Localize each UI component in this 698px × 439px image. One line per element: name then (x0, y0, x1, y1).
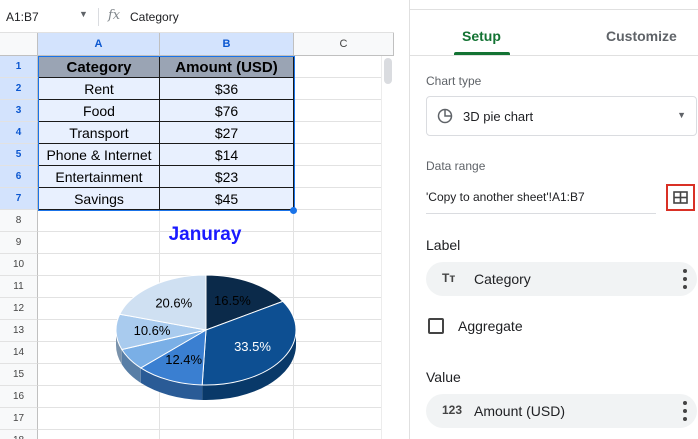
pie-slice[interactable] (205, 274, 284, 331)
amount-cell[interactable]: $27 (160, 122, 294, 144)
row-header[interactable]: 4 (0, 122, 38, 144)
row-header[interactable]: 9 (0, 232, 38, 254)
category-cell[interactable]: Food (38, 100, 160, 122)
pie-slice-side (116, 330, 122, 365)
grid-line (38, 231, 394, 232)
row-header[interactable]: 5 (0, 144, 38, 166)
category-cell[interactable]: Entertainment (38, 166, 160, 188)
pie-data-label: 12.4% (165, 352, 202, 367)
pie-slice-side (202, 330, 296, 400)
spreadsheet-area: A1:B7 ▼ fx Category A B C 1 2 3 4 5 6 7 8 9 10 11 1… (0, 0, 394, 439)
amount-cell[interactable]: $45 (160, 188, 294, 210)
column-header-c[interactable]: C (294, 33, 394, 56)
more-vert-icon[interactable] (683, 269, 687, 289)
pie-slice-side (121, 349, 141, 383)
tab-customize[interactable]: Customize (606, 28, 677, 44)
label-chip-text: Category (474, 271, 531, 287)
scrollbar-thumb[interactable] (384, 58, 392, 84)
active-tab-indicator (454, 52, 510, 55)
row-header[interactable]: 6 (0, 166, 38, 188)
grid-line (159, 56, 160, 439)
chart-type-select[interactable]: 3D pie chart ▼ (426, 96, 697, 136)
pie-data-label: 33.5% (234, 339, 271, 354)
chevron-down-icon: ▼ (677, 110, 686, 120)
grid-line (38, 407, 394, 408)
fx-icon: fx (108, 8, 121, 23)
pie-slice[interactable] (139, 329, 207, 386)
grid-icon (673, 191, 688, 204)
column-header-a[interactable]: A (38, 33, 160, 56)
data-range-label: Data range (426, 159, 486, 173)
amount-cell[interactable]: $23 (160, 166, 294, 188)
value-section-title: Value (426, 369, 461, 385)
row-header[interactable]: 12 (0, 298, 38, 320)
row-header[interactable]: 8 (0, 210, 38, 232)
select-all-corner[interactable] (0, 33, 38, 56)
grid-line (293, 56, 294, 439)
chart-type-label: Chart type (426, 74, 482, 88)
row-header[interactable]: 2 (0, 78, 38, 100)
pie-data-label: 20.6% (155, 296, 192, 311)
column-header-b[interactable]: B (160, 33, 294, 56)
text-format-icon: Tт (442, 271, 456, 285)
formula-bar: A1:B7 ▼ fx Category (0, 0, 394, 33)
row-header[interactable]: 11 (0, 276, 38, 298)
chart-type-value: 3D pie chart (463, 109, 534, 124)
value-chip-text: Amount (USD) (474, 403, 566, 419)
more-vert-icon[interactable] (683, 401, 687, 421)
pie-slice[interactable] (119, 274, 207, 331)
pie-data-label: 16.5% (214, 293, 251, 308)
formula-bar-divider (98, 8, 99, 26)
header-cell-amount[interactable]: Amount (USD) (160, 56, 294, 78)
data-range-underline (426, 213, 656, 214)
row-header[interactable]: 7 (0, 188, 38, 210)
label-chip[interactable]: Tт Category (426, 262, 697, 296)
name-box-dropdown-icon[interactable]: ▼ (79, 9, 88, 19)
label-section-title: Label (426, 237, 461, 253)
formula-input[interactable]: Category (130, 10, 179, 24)
category-cell[interactable]: Savings (38, 188, 160, 210)
pie-data-label: 10.6% (134, 323, 171, 338)
row-header[interactable]: 18 (0, 430, 38, 439)
row-header[interactable]: 3 (0, 100, 38, 122)
tab-setup[interactable]: Setup (462, 28, 501, 44)
row-header[interactable]: 16 (0, 386, 38, 408)
value-chip[interactable]: 123 Amount (USD) (426, 394, 697, 428)
pie-slice[interactable] (201, 300, 297, 386)
row-header[interactable]: 14 (0, 342, 38, 364)
header-cell-category[interactable]: Category (38, 56, 160, 78)
grid-line (38, 429, 394, 430)
chart-title: Januray (168, 224, 242, 245)
aggregate-checkbox[interactable] (428, 318, 444, 334)
pie-chart[interactable]: 16.5% 33.5% 12.4% 10.6% 20.6% (100, 262, 300, 422)
row-header[interactable]: 13 (0, 320, 38, 342)
category-cell[interactable]: Rent (38, 78, 160, 100)
row-header[interactable]: 10 (0, 254, 38, 276)
selection-fill-handle[interactable] (290, 207, 297, 214)
number-format-icon: 123 (442, 403, 463, 417)
amount-cell[interactable]: $36 (160, 78, 294, 100)
row-header[interactable]: 15 (0, 364, 38, 386)
tabs-divider (410, 55, 698, 56)
row-header[interactable]: 1 (0, 56, 38, 78)
row-header[interactable]: 17 (0, 408, 38, 430)
amount-cell[interactable]: $76 (160, 100, 294, 122)
panel-header (410, 0, 698, 10)
chart-editor-panel: Setup Customize Chart type 3D pie chart … (409, 0, 698, 439)
aggregate-label: Aggregate (458, 318, 523, 334)
pie-chart-icon (437, 108, 453, 124)
amount-cell[interactable]: $14 (160, 144, 294, 166)
category-cell[interactable]: Transport (38, 122, 160, 144)
select-data-range-button[interactable] (666, 184, 695, 211)
category-cell[interactable]: Phone & Internet (38, 144, 160, 166)
data-range-input[interactable]: 'Copy to another sheet'!A1:B7 (426, 190, 585, 204)
vertical-scrollbar[interactable] (381, 56, 394, 439)
name-box[interactable]: A1:B7 (6, 10, 39, 24)
grid-line (38, 253, 394, 254)
